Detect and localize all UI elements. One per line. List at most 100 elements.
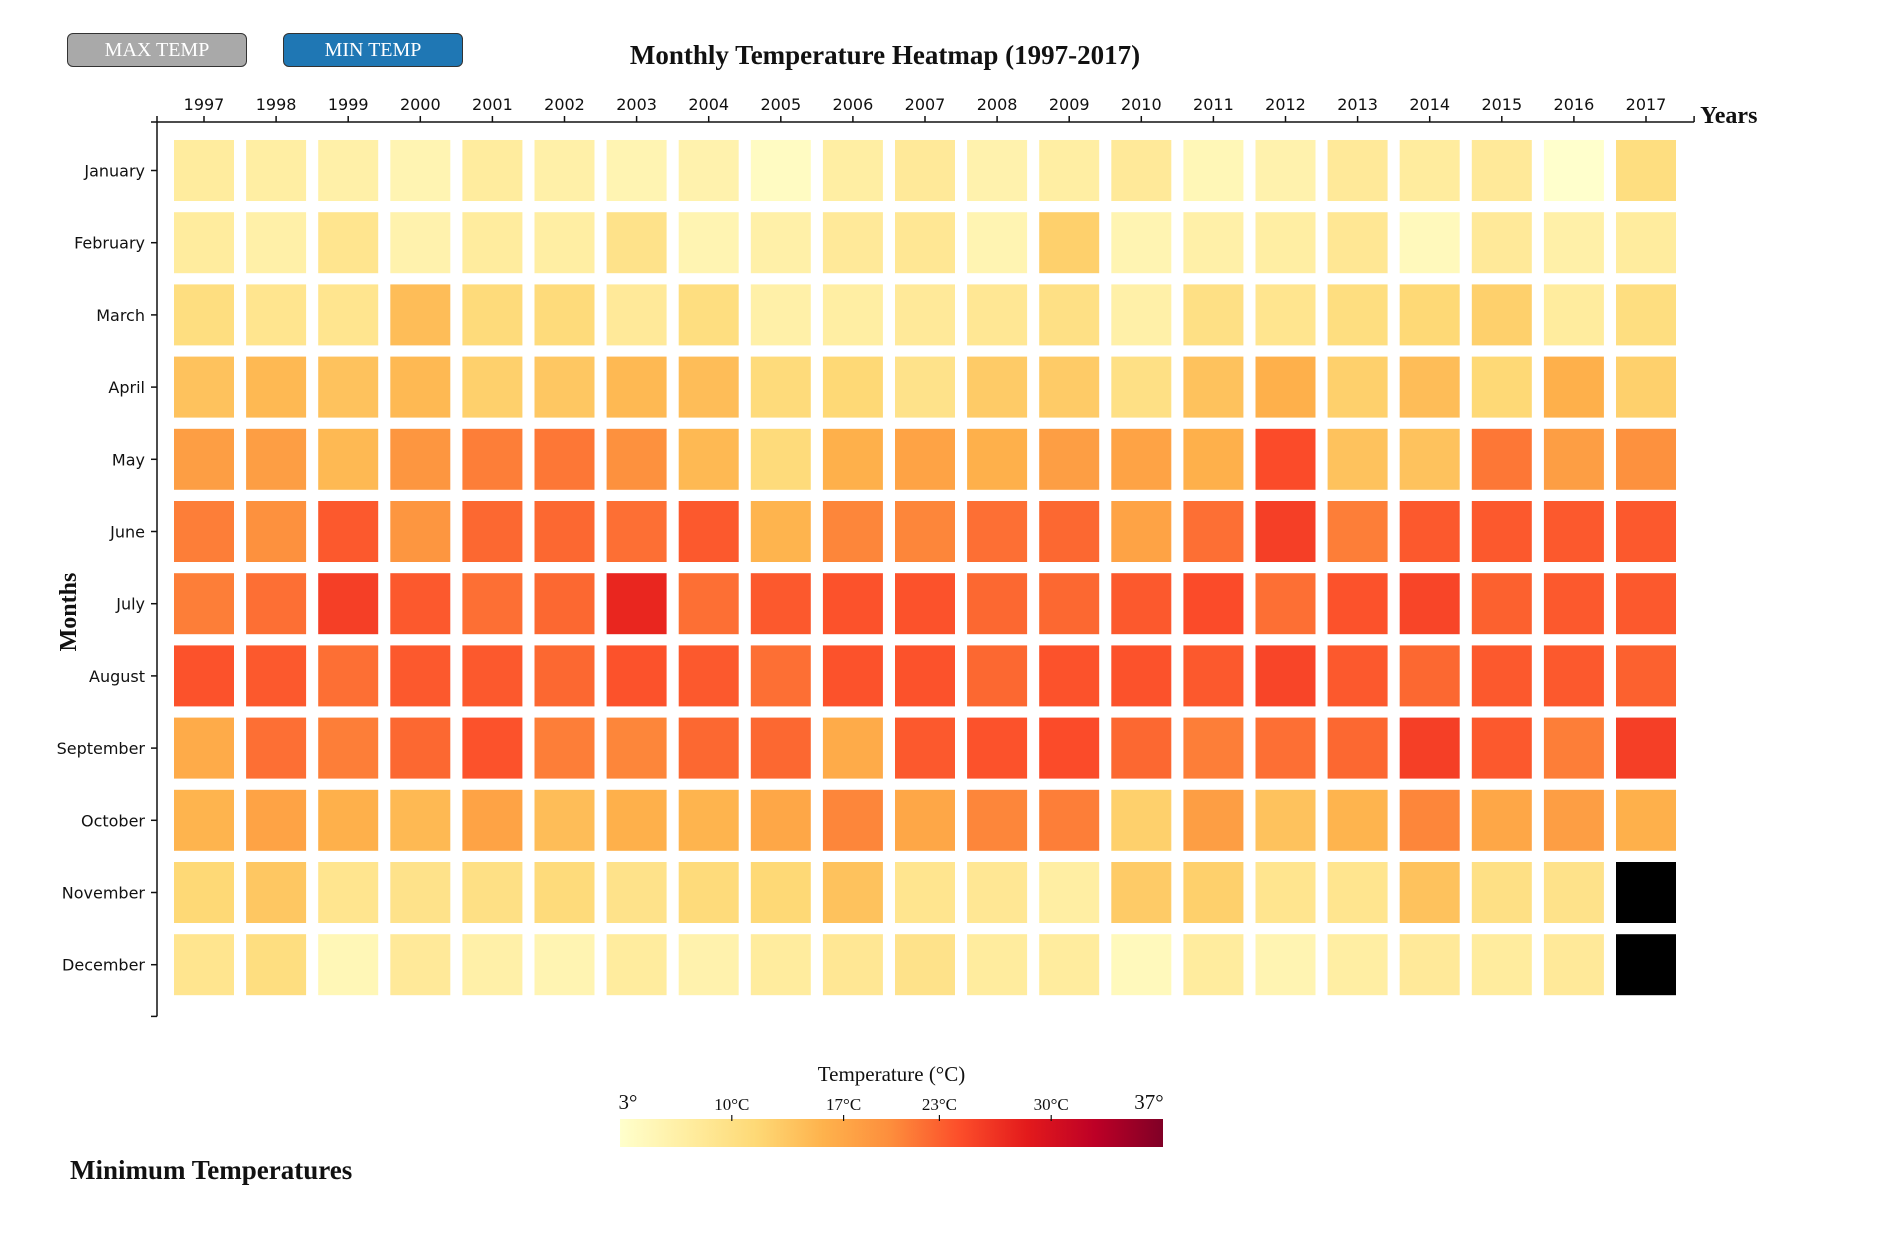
heatmap-cell: [1111, 862, 1172, 923]
heatmap-cell: [967, 428, 1028, 490]
heatmap-cell: [534, 934, 595, 996]
heatmap-cell: [534, 284, 595, 346]
heatmap-cell: [967, 501, 1028, 562]
heatmap-cell: [1616, 140, 1676, 201]
heatmap-cell: [1327, 284, 1388, 346]
heatmap-cell: [1255, 284, 1316, 346]
heatmap-cell: [1183, 501, 1244, 562]
legend-tick-label: 17°C: [826, 1095, 861, 1114]
heatmap-cell: [895, 573, 955, 635]
heatmap-cell: [318, 428, 379, 490]
heatmap-cell: [318, 573, 379, 635]
heatmap-cell: [1111, 501, 1172, 562]
heatmap-cell: [1111, 428, 1172, 490]
heatmap-cell: [678, 284, 739, 346]
heatmap-cell: [895, 284, 955, 346]
heatmap-cell: [1616, 789, 1676, 851]
heatmap-cell: [1111, 284, 1172, 346]
heatmap-cell: [1039, 862, 1100, 923]
heatmap-cell: [1111, 212, 1172, 274]
heatmap-cell: [1471, 717, 1532, 779]
heatmap-cell: [318, 789, 379, 851]
heatmap-cell: [1543, 212, 1604, 274]
heatmap-cell: [1039, 573, 1100, 635]
heatmap-cell: [967, 862, 1028, 923]
x-tick-label: 2017: [1626, 95, 1667, 114]
heatmap-cell: [1255, 934, 1316, 996]
heatmap-cell: [678, 501, 739, 562]
heatmap-cell: [967, 934, 1028, 996]
legend-tick-label: 10°C: [714, 1095, 749, 1114]
heatmap-cell: [318, 212, 379, 274]
max-temp-button[interactable]: MAX TEMP: [67, 33, 247, 67]
heatmap-cell: [1471, 645, 1532, 707]
heatmap-cell: [318, 356, 379, 418]
heatmap-cell: [822, 140, 883, 201]
x-tick-label: 2015: [1481, 95, 1522, 114]
heatmap-cell: [1327, 356, 1388, 418]
y-tick-label: May: [112, 450, 145, 469]
heatmap-cell: [390, 717, 451, 779]
heatmap-cell: [246, 356, 307, 418]
heatmap-cell: [246, 573, 307, 635]
y-tick-label: July: [115, 595, 145, 614]
heatmap-cell: [822, 573, 883, 635]
legend-gradient-bar: [620, 1119, 1163, 1147]
heatmap-cell: [1327, 573, 1388, 635]
heatmap-cell: [1327, 501, 1388, 562]
x-tick-label: 2004: [688, 95, 729, 114]
y-tick-label: September: [57, 739, 146, 758]
heatmap-cell: [606, 284, 667, 346]
heatmap-cell: [246, 717, 307, 779]
heatmap-cell: [1399, 140, 1460, 201]
heatmap-cell: [678, 934, 739, 996]
heatmap-cell: [678, 717, 739, 779]
x-axis-title: Years: [1700, 103, 1757, 129]
heatmap-cell: [678, 862, 739, 923]
heatmap-cell: [606, 356, 667, 418]
heatmap-cell: [1471, 212, 1532, 274]
heatmap-cell: [1616, 862, 1676, 923]
heatmap-cell: [967, 212, 1028, 274]
x-tick-label: 2014: [1409, 95, 1450, 114]
x-tick-label: 2010: [1121, 95, 1162, 114]
heatmap-cell: [678, 140, 739, 201]
heatmap-cell: [462, 573, 523, 635]
heatmap-cell: [1039, 645, 1100, 707]
heatmap-cell: [967, 573, 1028, 635]
heatmap-cell: [534, 573, 595, 635]
heatmap-cell: [1471, 140, 1532, 201]
x-tick-label: 1999: [328, 95, 369, 114]
heatmap-cell: [534, 789, 595, 851]
x-tick-label: 1997: [184, 95, 225, 114]
heatmap-cell: [1327, 645, 1388, 707]
heatmap-cell: [534, 501, 595, 562]
heatmap-cell: [1616, 428, 1676, 490]
heatmap-cell: [678, 645, 739, 707]
heatmap-cell: [678, 789, 739, 851]
heatmap-cell: [462, 862, 523, 923]
heatmap-cell: [174, 284, 234, 346]
heatmap-cell: [895, 645, 955, 707]
heatmap-cell: [895, 428, 955, 490]
heatmap-cell: [967, 356, 1028, 418]
x-tick-label: 2011: [1193, 95, 1234, 114]
heatmap-cell: [895, 934, 955, 996]
heatmap-cell: [390, 934, 451, 996]
x-tick-label: 1998: [256, 95, 297, 114]
heatmap-cell: [822, 501, 883, 562]
heatmap-cell: [1255, 428, 1316, 490]
subtitle: Minimum Temperatures: [70, 1155, 353, 1185]
heatmap-cell: [1327, 212, 1388, 274]
heatmap-cell: [1327, 140, 1388, 201]
heatmap-cell: [1543, 573, 1604, 635]
heatmap-cell: [822, 789, 883, 851]
legend-tick-label: 30°C: [1034, 1095, 1069, 1114]
heatmap-cell: [822, 645, 883, 707]
heatmap-cell: [462, 501, 523, 562]
heatmap-cell: [1255, 356, 1316, 418]
min-temp-button[interactable]: MIN TEMP: [283, 33, 463, 67]
y-tick-label: November: [62, 884, 146, 903]
heatmap-cell: [1111, 934, 1172, 996]
heatmap-cell: [967, 284, 1028, 346]
